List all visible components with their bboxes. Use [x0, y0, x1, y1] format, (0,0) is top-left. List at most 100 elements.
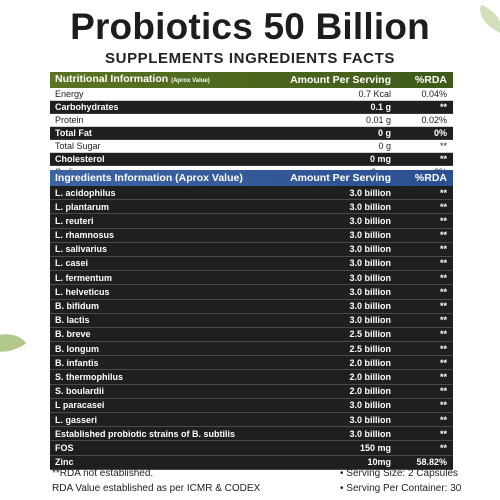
nutrition-rda: 0.02% [421, 115, 447, 125]
ingredient-rda: ** [439, 343, 447, 354]
ingredient-row: B. breve 2.5 billion ** [50, 327, 453, 343]
nutrition-header-note: (Aprox Value) [171, 78, 210, 84]
nutrition-amount: 0 mg [369, 154, 391, 164]
ingredient-name: L. reuteri [55, 215, 94, 226]
ingredient-name: L. fermentum [55, 272, 113, 283]
ingredient-name: Zinc [55, 457, 74, 468]
ingredients-header-amount: Amount Per Serving [290, 172, 391, 184]
ingredient-name: L. casei [55, 258, 89, 269]
ingredient-name: FOS [55, 442, 74, 453]
nutrition-name: Cholesterol [55, 154, 105, 164]
ingredient-name: B. infantis [55, 357, 99, 368]
ingredient-amount: 3.0 billion [349, 301, 391, 311]
ingredient-amount: 10mg [367, 457, 391, 468]
nutrition-rda: 0.04% [421, 89, 447, 99]
ingredient-rda: ** [439, 215, 447, 226]
page-subtitle: SUPPLEMENTS INGREDIENTS FACTS [105, 50, 395, 67]
ingredient-row: L. fermentum 3.0 billion ** [50, 271, 453, 286]
ingredient-rda: ** [439, 301, 447, 311]
ingredient-amount: 2.5 billion [349, 329, 391, 340]
ingredients-table: Ingredients Information (Aprox Value) Am… [50, 170, 453, 470]
ingredient-rda: ** [439, 428, 447, 439]
ingredient-row: L. acidophilus 3.0 billion ** [50, 186, 453, 201]
nutrition-name: Energy [55, 89, 84, 99]
nutrition-name: Total Fat [55, 128, 92, 138]
nutrition-name: Total Sugar [55, 141, 101, 151]
ingredient-row: Established probiotic strains of B. subt… [50, 427, 453, 442]
nutrition-rda: ** [439, 154, 447, 164]
ingredient-row: L. salivarius 3.0 billion ** [50, 242, 453, 257]
ingredient-name: S. boulardii [55, 386, 105, 397]
ingredient-row: L paracasei 3.0 billion ** [50, 398, 453, 413]
nutrition-amount: 0 g [377, 128, 391, 138]
leaf-decoration-left [0, 322, 27, 364]
nutrition-row: Cholesterol 0 mg ** [50, 153, 453, 166]
nutrition-row: Total Fat 0 g 0% [50, 127, 453, 140]
nutrition-row: Energy 0.7 Kcal 0.04% [50, 88, 453, 101]
ingredient-rda: ** [439, 272, 447, 283]
ingredient-name: L. helveticus [55, 286, 110, 297]
ingredient-name: L paracasei [55, 400, 105, 411]
ingredient-name: B. longum [55, 343, 99, 354]
ingredient-rda: ** [439, 315, 447, 326]
nutrition-row: Carbohydrates 0.1 g ** [50, 101, 453, 114]
ingredient-row: B. lactis 3.0 billion ** [50, 313, 453, 328]
rda-not-established-note: **RDA not established. [52, 468, 154, 479]
ingredient-rda: ** [439, 258, 447, 269]
ingredient-name: L. rhamnosus [55, 230, 115, 241]
nutrition-name: Protein [55, 115, 84, 125]
ingredient-amount: 150 mg [359, 442, 391, 453]
ingredient-name: B. lactis [55, 315, 90, 326]
ingredient-rda: ** [439, 286, 447, 297]
ingredient-row: L. gasseri 3.0 billion ** [50, 413, 453, 428]
nutrition-header-amount: Amount Per Serving [290, 74, 391, 86]
ingredient-amount: 3.0 billion [349, 428, 391, 439]
ingredient-row: L. plantarum 3.0 billion ** [50, 200, 453, 215]
nutrition-amount: 0.01 g [365, 115, 391, 125]
ingredient-row: S. boulardii 2.0 billion ** [50, 384, 453, 399]
ingredient-rda: 58.82% [416, 457, 447, 468]
ingredient-rda: ** [439, 187, 447, 198]
ingredient-amount: 3.0 billion [349, 272, 391, 283]
nutrition-row: Protein 0.01 g 0.02% [50, 114, 453, 127]
ingredient-row: B. bifidum 3.0 billion ** [50, 299, 453, 314]
nutrition-header-row: Nutritional Information (Aprox Value) Am… [50, 72, 453, 88]
ingredient-name: L. gasseri [55, 414, 98, 425]
nutrition-amount: 0.1 g [370, 102, 391, 112]
nutrition-rda: 0% [433, 128, 447, 138]
ingredient-amount: 2.5 billion [349, 343, 391, 354]
ingredient-amount: 2.0 billion [349, 357, 391, 368]
ingredients-header-label: Ingredients Information (Aprox Value) [55, 172, 243, 184]
ingredient-rda: ** [439, 357, 447, 368]
nutrition-rda: ** [439, 141, 447, 151]
ingredient-rda: ** [439, 386, 447, 397]
ingredient-row: L. reuteri 3.0 billion ** [50, 214, 453, 229]
ingredient-name: B. bifidum [55, 301, 99, 311]
footer-notes: **RDA not established. RDA Value establi… [52, 466, 260, 496]
ingredient-name: L. salivarius [55, 244, 108, 255]
ingredient-amount: 3.0 billion [349, 258, 391, 269]
ingredient-rda: ** [439, 201, 447, 212]
ingredient-name: B. breve [55, 329, 91, 340]
nutrition-rda: ** [439, 102, 447, 112]
ingredient-amount: 3.0 billion [349, 286, 391, 297]
ingredient-row: B. infantis 2.0 billion ** [50, 356, 453, 371]
ingredient-row: FOS 150 mg ** [50, 441, 453, 456]
rda-source-note: RDA Value established as per ICMR & CODE… [52, 483, 261, 494]
ingredient-amount: 3.0 billion [349, 244, 391, 255]
ingredient-amount: 2.0 billion [349, 386, 391, 397]
ingredients-header-rda: %RDA [414, 172, 447, 184]
ingredient-rda: ** [439, 230, 447, 241]
ingredient-row: Zinc 10mg 58.82% [50, 455, 453, 470]
ingredient-rda: ** [439, 244, 447, 255]
serving-size: • Serving Size: 2 Capsules [340, 468, 459, 479]
ingredient-amount: 3.0 billion [349, 215, 391, 226]
ingredient-amount: 3.0 billion [349, 414, 391, 425]
serving-info: • Serving Size: 2 Capsules • Serving Per… [340, 466, 461, 496]
ingredient-rda: ** [439, 329, 447, 340]
ingredient-amount: 2.0 billion [349, 371, 391, 382]
ingredient-name: S. thermophilus [55, 371, 124, 382]
nutrition-row: Total Sugar 0 g ** [50, 140, 453, 153]
ingredient-rda: ** [439, 414, 447, 425]
ingredients-header-row: Ingredients Information (Aprox Value) Am… [50, 170, 453, 186]
